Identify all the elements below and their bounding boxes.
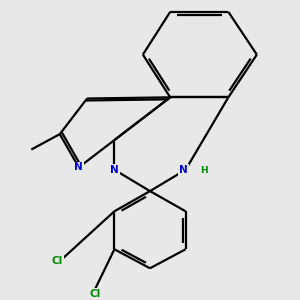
Text: N: N xyxy=(74,162,83,172)
Text: N: N xyxy=(110,165,119,175)
Text: Cl: Cl xyxy=(52,256,63,266)
Text: Cl: Cl xyxy=(90,289,101,299)
Text: N: N xyxy=(179,165,188,175)
Text: H: H xyxy=(201,166,208,175)
